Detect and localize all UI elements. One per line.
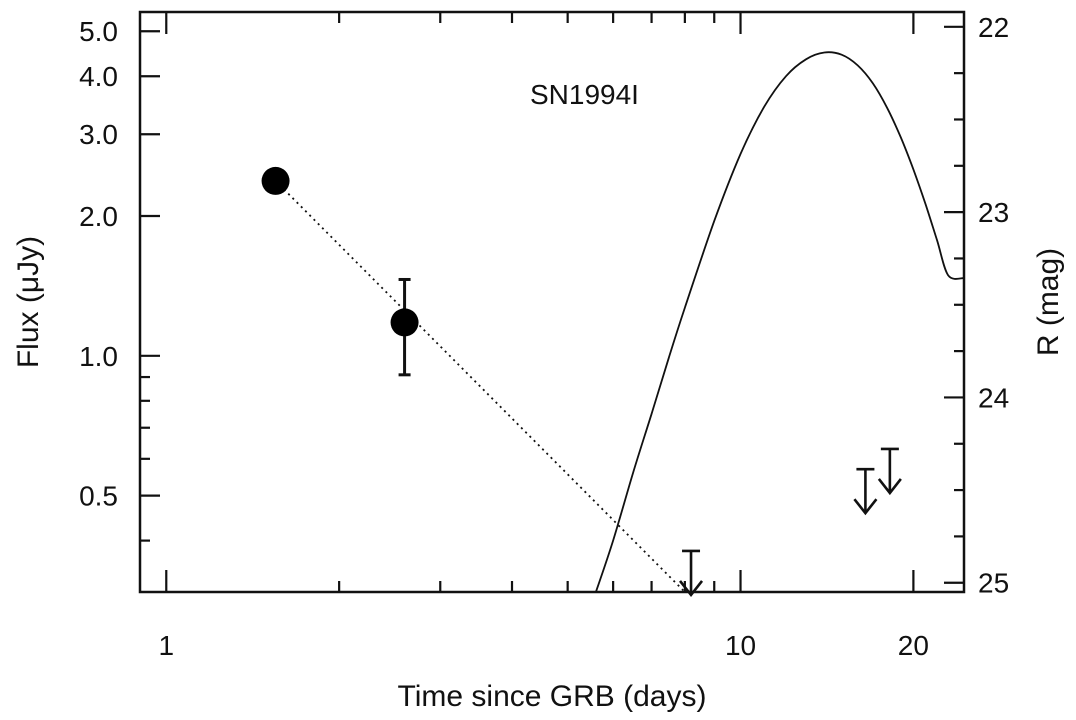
y-tick-label: 0.5 [79, 481, 118, 512]
y-tick-label: 1.0 [79, 341, 118, 372]
y-tick-label: 5.0 [79, 16, 118, 47]
x-tick-label: 10 [725, 630, 756, 661]
data-markers [261, 166, 902, 598]
plot-frame [138, 10, 966, 594]
y-axis-title-right: R (mag) [1032, 248, 1065, 356]
axis-tick-labels: 1 10 20 0.5 1.0 2.0 3.0 4.0 5.0 22 23 24 25 [79, 12, 1009, 661]
afterglow-decay-fit-line [274, 180, 686, 592]
x-tick-label: 1 [158, 630, 174, 661]
y-tick-label: 4.0 [79, 61, 118, 92]
mag-tick-label: 23 [978, 197, 1009, 228]
sn1994i-template-curve [595, 51, 964, 592]
upper-limit-arrowhead [853, 498, 878, 516]
upper-limit-arrowhead [679, 580, 704, 598]
y-axis-title-left: Flux (μJy) [12, 236, 45, 368]
sn-template-label: SN1994I [530, 79, 639, 110]
mag-tick-label: 22 [978, 12, 1009, 43]
mag-tick-label: 25 [978, 568, 1009, 599]
detection-point [261, 166, 290, 195]
y-tick-label: 3.0 [79, 119, 118, 150]
x-tick-label: 20 [898, 630, 929, 661]
y-tick-label: 2.0 [79, 201, 118, 232]
x-axis-title: Time since GRB (days) [398, 680, 707, 713]
upper-limit-arrowhead [877, 478, 902, 496]
data-series [274, 51, 964, 592]
detection-point [390, 308, 419, 337]
mag-tick-label: 24 [978, 382, 1009, 413]
plot-area-border [138, 10, 966, 594]
axis-ticks [140, 12, 964, 592]
